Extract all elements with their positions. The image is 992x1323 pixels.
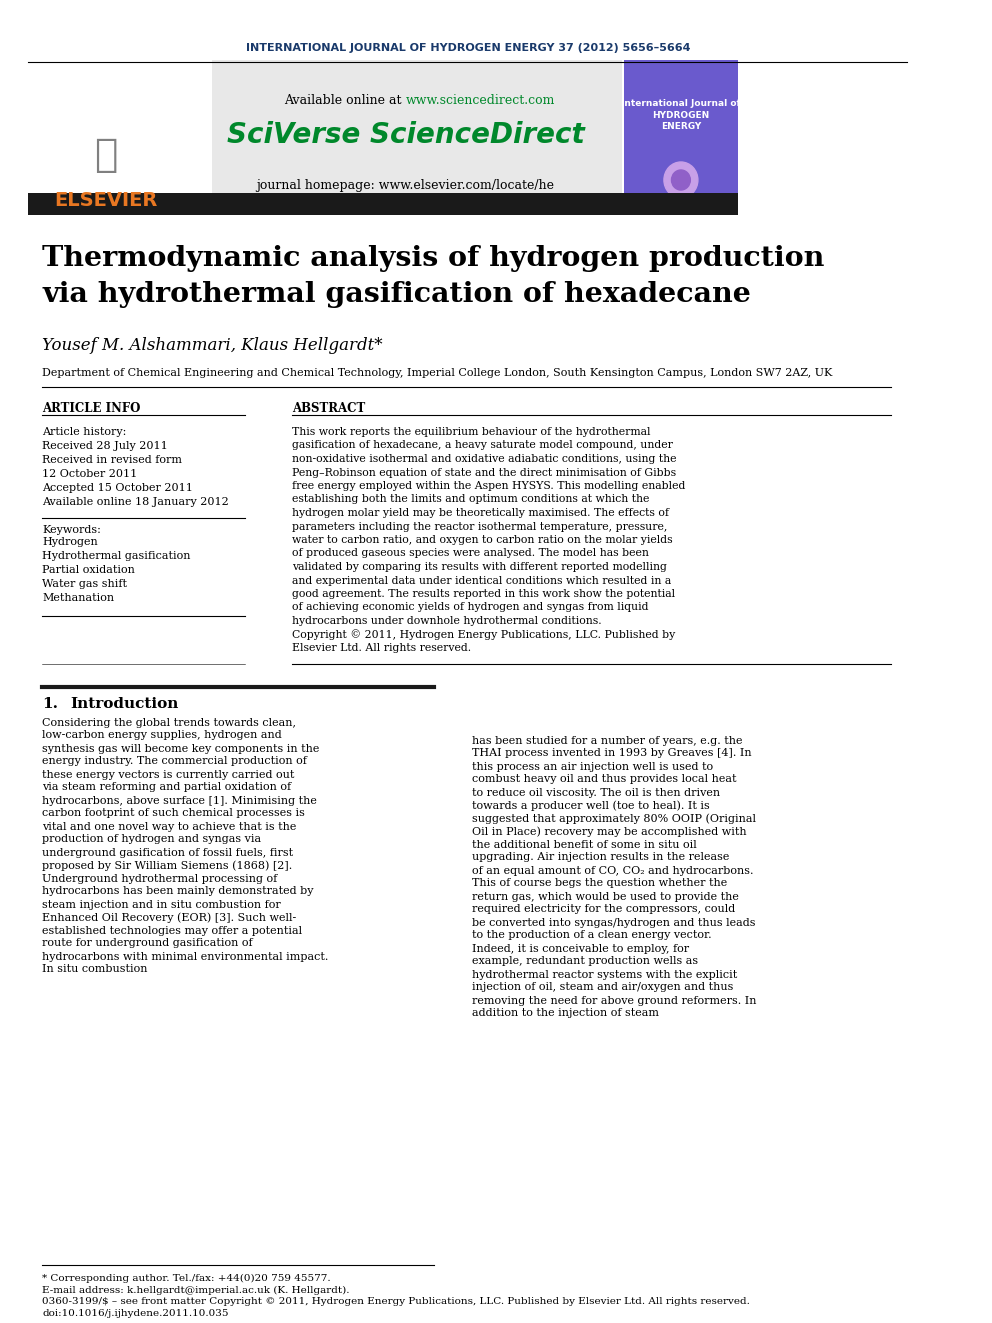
Text: Received in revised form: Received in revised form — [43, 455, 183, 464]
Text: doi:10.1016/j.ijhydene.2011.10.035: doi:10.1016/j.ijhydene.2011.10.035 — [43, 1310, 229, 1319]
Text: SciVerse ScienceDirect: SciVerse ScienceDirect — [226, 120, 584, 149]
Text: Keywords:: Keywords: — [43, 525, 101, 534]
Text: low-carbon energy supplies, hydrogen and: low-carbon energy supplies, hydrogen and — [43, 730, 282, 741]
Text: hydrocarbons with minimal environmental impact.: hydrocarbons with minimal environmental … — [43, 951, 328, 962]
Text: ARTICLE INFO: ARTICLE INFO — [43, 401, 141, 414]
Text: this process an air injection well is used to: this process an air injection well is us… — [471, 762, 712, 771]
Text: Introduction: Introduction — [70, 697, 180, 712]
Text: hydrocarbons under downhole hydrothermal conditions.: hydrocarbons under downhole hydrothermal… — [293, 617, 602, 626]
Text: Considering the global trends towards clean,: Considering the global trends towards cl… — [43, 717, 297, 728]
Text: suggested that approximately 80% OOIP (Original: suggested that approximately 80% OOIP (O… — [471, 814, 756, 824]
Text: removing the need for above ground reformers. In: removing the need for above ground refor… — [471, 995, 756, 1005]
Text: INTERNATIONAL JOURNAL OF HYDROGEN ENERGY 37 (2012) 5656–5664: INTERNATIONAL JOURNAL OF HYDROGEN ENERGY… — [246, 44, 690, 53]
Text: Department of Chemical Engineering and Chemical Technology, Imperial College Lon: Department of Chemical Engineering and C… — [43, 368, 833, 378]
Circle shape — [664, 161, 698, 198]
Text: Hydrothermal gasification: Hydrothermal gasification — [43, 550, 190, 561]
Text: journal homepage: www.elsevier.com/locate/he: journal homepage: www.elsevier.com/locat… — [257, 179, 555, 192]
Text: steam injection and in situ combustion for: steam injection and in situ combustion f… — [43, 900, 281, 909]
Text: and experimental data under identical conditions which resulted in a: and experimental data under identical co… — [293, 576, 672, 586]
Text: This work reports the equilibrium behaviour of the hydrothermal: This work reports the equilibrium behavi… — [293, 427, 651, 437]
Text: establishing both the limits and optimum conditions at which the: establishing both the limits and optimum… — [293, 495, 650, 504]
Text: of achieving economic yields of hydrogen and syngas from liquid: of achieving economic yields of hydrogen… — [293, 602, 649, 613]
Text: upgrading. Air injection results in the release: upgrading. Air injection results in the … — [471, 852, 729, 863]
Text: hydrocarbons has been mainly demonstrated by: hydrocarbons has been mainly demonstrate… — [43, 886, 313, 897]
Text: these energy vectors is currently carried out: these energy vectors is currently carrie… — [43, 770, 295, 779]
Text: Available online at: Available online at — [284, 94, 406, 106]
Text: of produced gaseous species were analysed. The model has been: of produced gaseous species were analyse… — [293, 549, 649, 558]
Text: Elsevier Ltd. All rights reserved.: Elsevier Ltd. All rights reserved. — [293, 643, 471, 654]
Text: hydrogen molar yield may be theoretically maximised. The effects of: hydrogen molar yield may be theoreticall… — [293, 508, 670, 519]
Text: Accepted 15 October 2011: Accepted 15 October 2011 — [43, 483, 193, 493]
Text: Methanation: Methanation — [43, 593, 114, 603]
Text: Oil in Place) recovery may be accomplished with: Oil in Place) recovery may be accomplish… — [471, 827, 746, 836]
Text: 🌳: 🌳 — [94, 136, 117, 175]
Text: Received 28 July 2011: Received 28 July 2011 — [43, 441, 169, 451]
Text: production of hydrogen and syngas via: production of hydrogen and syngas via — [43, 835, 262, 844]
Text: E-mail address: k.hellgardt@imperial.ac.uk (K. Hellgardt).: E-mail address: k.hellgardt@imperial.ac.… — [43, 1286, 350, 1295]
Text: established technologies may offer a potential: established technologies may offer a pot… — [43, 926, 303, 935]
Text: of an equal amount of CO, CO₂ and hydrocarbons.: of an equal amount of CO, CO₂ and hydroc… — [471, 865, 753, 876]
Text: Partial oxidation: Partial oxidation — [43, 565, 135, 576]
Text: Peng–Robinson equation of state and the direct minimisation of Gibbs: Peng–Robinson equation of state and the … — [293, 467, 677, 478]
Text: free energy employed within the Aspen HYSYS. This modelling enabled: free energy employed within the Aspen HY… — [293, 482, 685, 491]
Text: combust heavy oil and thus provides local heat: combust heavy oil and thus provides loca… — [471, 774, 736, 785]
Text: synthesis gas will become key components in the: synthesis gas will become key components… — [43, 744, 319, 754]
Text: return gas, which would be used to provide the: return gas, which would be used to provi… — [471, 892, 738, 901]
Text: 0360-3199/$ – see front matter Copyright © 2011, Hydrogen Energy Publications, L: 0360-3199/$ – see front matter Copyright… — [43, 1298, 750, 1307]
Bar — [29, 193, 737, 216]
Text: * Corresponding author. Tel./fax: +44(0)20 759 45577.: * Corresponding author. Tel./fax: +44(0)… — [43, 1274, 331, 1282]
Text: hydrocarbons, above surface [1]. Minimising the: hydrocarbons, above surface [1]. Minimis… — [43, 795, 317, 806]
Text: to the production of a clean energy vector.: to the production of a clean energy vect… — [471, 930, 711, 941]
Text: In situ combustion: In situ combustion — [43, 964, 148, 975]
Text: This of course begs the question whether the: This of course begs the question whether… — [471, 878, 727, 889]
Text: Hydrogen: Hydrogen — [43, 537, 98, 546]
Text: THAI process invented in 1993 by Greaves [4]. In: THAI process invented in 1993 by Greaves… — [471, 749, 751, 758]
Text: Yousef M. Alshammari, Klaus Hellgardt*: Yousef M. Alshammari, Klaus Hellgardt* — [43, 336, 383, 353]
Text: Underground hydrothermal processing of: Underground hydrothermal processing of — [43, 873, 278, 884]
Text: to reduce oil viscosity. The oil is then driven: to reduce oil viscosity. The oil is then… — [471, 787, 719, 798]
Text: required electricity for the compressors, could: required electricity for the compressors… — [471, 905, 735, 914]
Text: route for underground gasification of: route for underground gasification of — [43, 938, 253, 949]
Text: has been studied for a number of years, e.g. the: has been studied for a number of years, … — [471, 736, 742, 745]
Text: International Journal of
HYDROGEN
ENERGY: International Journal of HYDROGEN ENERGY — [621, 99, 741, 131]
Text: be converted into syngas/hydrogen and thus leads: be converted into syngas/hydrogen and th… — [471, 917, 755, 927]
Text: 12 October 2011: 12 October 2011 — [43, 468, 138, 479]
Text: via steam reforming and partial oxidation of: via steam reforming and partial oxidatio… — [43, 782, 292, 792]
Text: proposed by Sir William Siemens (1868) [2].: proposed by Sir William Siemens (1868) [… — [43, 860, 293, 871]
Text: energy industry. The commercial production of: energy industry. The commercial producti… — [43, 757, 308, 766]
Text: example, redundant production wells as: example, redundant production wells as — [471, 957, 697, 967]
Text: Indeed, it is conceivable to employ, for: Indeed, it is conceivable to employ, for — [471, 943, 688, 954]
Text: Article history:: Article history: — [43, 427, 127, 437]
Text: the additional benefit of some in situ oil: the additional benefit of some in situ o… — [471, 840, 696, 849]
Text: injection of oil, steam and air/oxygen and thus: injection of oil, steam and air/oxygen a… — [471, 983, 733, 992]
Text: gasification of hexadecane, a heavy saturate model compound, under: gasification of hexadecane, a heavy satu… — [293, 441, 674, 451]
Text: non-oxidative isothermal and oxidative adiabatic conditions, using the: non-oxidative isothermal and oxidative a… — [293, 454, 677, 464]
Text: 1.: 1. — [43, 697, 59, 712]
Text: good agreement. The results reported in this work show the potential: good agreement. The results reported in … — [293, 589, 676, 599]
Text: vital and one novel way to achieve that is the: vital and one novel way to achieve that … — [43, 822, 297, 831]
Text: ABSTRACT: ABSTRACT — [293, 401, 366, 414]
Text: Thermodynamic analysis of hydrogen production: Thermodynamic analysis of hydrogen produ… — [43, 245, 824, 271]
Bar — [29, 60, 212, 205]
Text: carbon footprint of such chemical processes is: carbon footprint of such chemical proces… — [43, 808, 306, 819]
Text: underground gasification of fossil fuels, first: underground gasification of fossil fuels… — [43, 848, 294, 857]
Text: towards a producer well (toe to heal). It is: towards a producer well (toe to heal). I… — [471, 800, 709, 811]
Text: validated by comparing its results with different reported modelling: validated by comparing its results with … — [293, 562, 668, 572]
Text: via hydrothermal gasification of hexadecane: via hydrothermal gasification of hexadec… — [43, 282, 751, 308]
Text: Copyright © 2011, Hydrogen Energy Publications, LLC. Published by: Copyright © 2011, Hydrogen Energy Public… — [293, 630, 676, 640]
Text: hydrothermal reactor systems with the explicit: hydrothermal reactor systems with the ex… — [471, 970, 737, 979]
Text: parameters including the reactor isothermal temperature, pressure,: parameters including the reactor isother… — [293, 521, 668, 532]
Circle shape — [672, 169, 690, 191]
Text: www.sciencedirect.com: www.sciencedirect.com — [406, 94, 555, 106]
Text: addition to the injection of steam: addition to the injection of steam — [471, 1008, 659, 1019]
Bar — [29, 60, 622, 205]
Bar — [624, 60, 737, 205]
Text: Water gas shift: Water gas shift — [43, 579, 127, 589]
Text: water to carbon ratio, and oxygen to carbon ratio on the molar yields: water to carbon ratio, and oxygen to car… — [293, 534, 673, 545]
Text: Enhanced Oil Recovery (EOR) [3]. Such well-: Enhanced Oil Recovery (EOR) [3]. Such we… — [43, 913, 297, 922]
Text: Available online 18 January 2012: Available online 18 January 2012 — [43, 497, 229, 507]
Text: ELSEVIER: ELSEVIER — [54, 191, 158, 209]
